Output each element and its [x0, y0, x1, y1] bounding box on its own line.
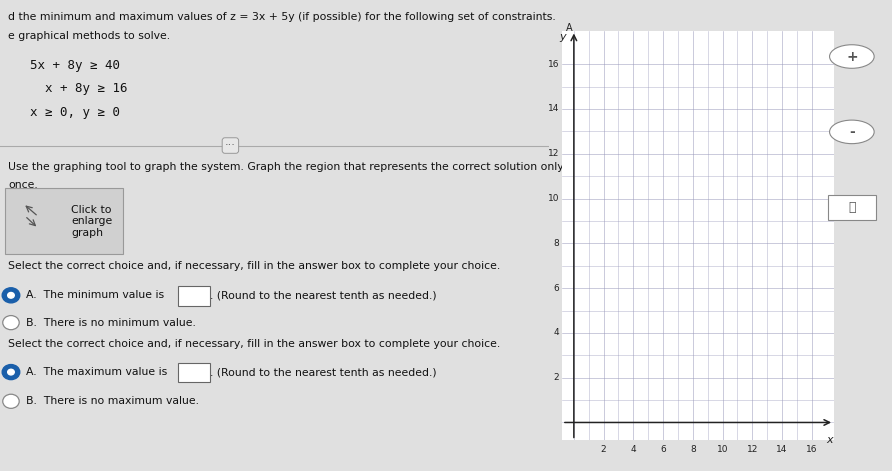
Text: e graphical methods to solve.: e graphical methods to solve. [8, 31, 170, 41]
Text: 14: 14 [776, 445, 788, 454]
Text: Click to
enlarge
graph: Click to enlarge graph [71, 205, 112, 238]
Text: . (Round to the nearest tenth as needed.): . (Round to the nearest tenth as needed.… [210, 367, 436, 377]
Text: 10: 10 [717, 445, 728, 454]
Text: 24: 24 [187, 291, 201, 301]
Text: 16: 16 [806, 445, 817, 454]
Text: Select the correct choice and, if necessary, fill in the answer box to complete : Select the correct choice and, if necess… [8, 261, 500, 271]
Text: d the minimum and maximum values of z = 3x + 5y (if possible) for the following : d the minimum and maximum values of z = … [8, 12, 556, 22]
Circle shape [8, 369, 14, 375]
Text: 10: 10 [548, 194, 559, 203]
Circle shape [3, 316, 20, 330]
Text: x + 8y ≥ 16: x + 8y ≥ 16 [30, 82, 128, 96]
Text: 4: 4 [631, 445, 636, 454]
Text: A: A [566, 23, 573, 33]
Text: 14: 14 [548, 105, 559, 114]
Text: +: + [846, 49, 858, 64]
Text: 4: 4 [553, 328, 559, 337]
Text: x: x [826, 435, 833, 445]
FancyBboxPatch shape [178, 286, 211, 306]
Text: 5x + 8y ≥ 40: 5x + 8y ≥ 40 [30, 59, 120, 72]
Text: x ≥ 0, y ≥ 0: x ≥ 0, y ≥ 0 [30, 106, 120, 119]
Text: ⤢: ⤢ [848, 201, 855, 214]
Text: B.  There is no minimum value.: B. There is no minimum value. [27, 317, 196, 328]
Circle shape [2, 288, 20, 303]
Text: B.  There is no maximum value.: B. There is no maximum value. [27, 396, 199, 406]
Text: 12: 12 [548, 149, 559, 158]
FancyBboxPatch shape [178, 363, 211, 382]
Text: 6: 6 [660, 445, 666, 454]
Text: A.  The minimum value is: A. The minimum value is [27, 290, 164, 300]
FancyBboxPatch shape [5, 188, 123, 254]
Circle shape [3, 394, 20, 408]
Circle shape [2, 365, 20, 380]
Text: Select the correct choice and, if necessary, fill in the answer box to complete : Select the correct choice and, if necess… [8, 339, 500, 349]
Text: 16: 16 [548, 60, 559, 69]
Text: 8: 8 [690, 445, 696, 454]
Text: 48: 48 [187, 367, 201, 378]
Text: y: y [559, 32, 566, 42]
Text: 6: 6 [553, 284, 559, 292]
Text: -: - [849, 125, 855, 139]
Circle shape [8, 292, 14, 298]
Text: 8: 8 [553, 239, 559, 248]
Text: 12: 12 [747, 445, 758, 454]
Text: once.: once. [8, 180, 38, 190]
Text: ···: ··· [225, 140, 235, 151]
Text: . (Round to the nearest tenth as needed.): . (Round to the nearest tenth as needed.… [210, 290, 436, 300]
Text: Use the graphing tool to graph the system. Graph the region that represents the : Use the graphing tool to graph the syste… [8, 162, 564, 172]
Text: 2: 2 [553, 373, 559, 382]
Text: A.  The maximum value is: A. The maximum value is [27, 367, 168, 377]
Text: 2: 2 [601, 445, 607, 454]
